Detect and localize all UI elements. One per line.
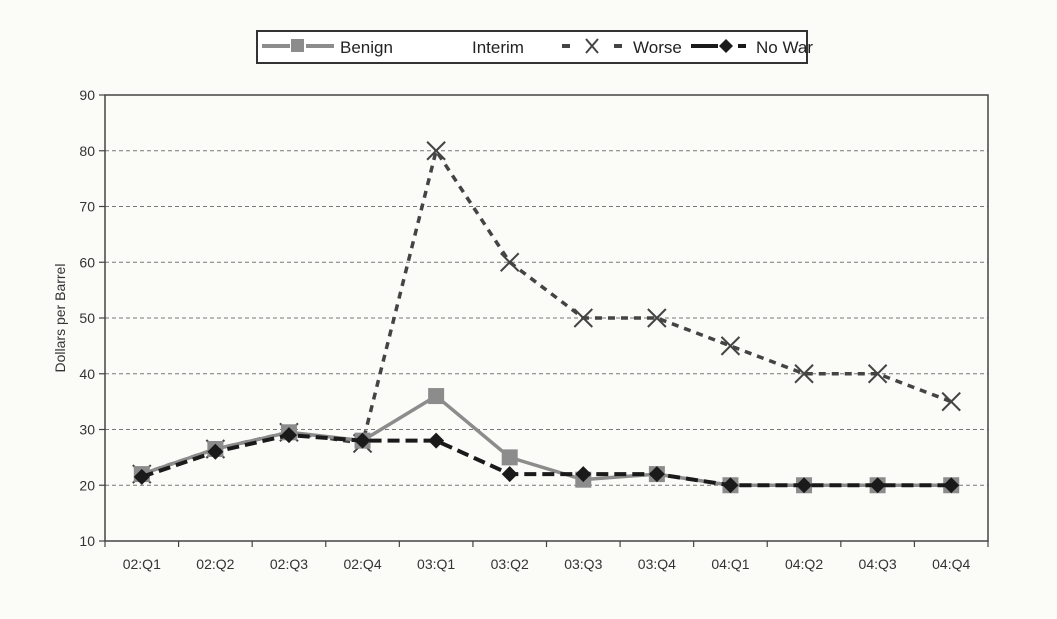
legend-label-interim: Interim <box>472 38 524 57</box>
data-point-no-war <box>648 466 665 483</box>
x-tick-label: 02:Q4 <box>343 556 381 572</box>
data-point-no-war <box>869 477 886 494</box>
gridlines <box>105 150 988 486</box>
series-line-no-war <box>141 433 952 488</box>
series-line-worse <box>141 149 952 476</box>
data-point-worse <box>573 308 593 328</box>
data-point-worse <box>941 391 961 412</box>
x-tick-label: 04:Q2 <box>785 556 823 572</box>
x-tick-label: 02:Q2 <box>196 556 234 572</box>
data-point-no-war <box>796 477 813 494</box>
y-axis: 10 20 30 40 50 60 70 80 90 <box>79 87 105 549</box>
y-tick-label: 70 <box>79 199 95 215</box>
y-tick-label: 50 <box>79 310 95 326</box>
data-point-no-war <box>280 427 297 444</box>
y-axis-title: Dollars per Barrel <box>52 264 68 373</box>
legend-label-no-war: No War <box>756 38 813 57</box>
y-tick-label: 60 <box>79 254 95 270</box>
x-tick-label: 03:Q1 <box>417 556 455 572</box>
y-tick-label: 90 <box>79 87 95 103</box>
data-point-no-war <box>354 432 371 449</box>
data-point-no-war <box>133 468 150 485</box>
x-axis: 02:Q1 02:Q2 02:Q3 02:Q4 03:Q1 03:Q2 03:Q3 03:Q4… <box>104 541 989 572</box>
data-point-no-war <box>428 432 445 449</box>
x-tick-label: 03:Q2 <box>491 556 529 572</box>
data-point-no-war <box>943 477 960 494</box>
data-point-worse <box>647 308 667 328</box>
x-tick-label: 02:Q3 <box>270 556 308 572</box>
x-tick-label: 04:Q1 <box>711 556 749 572</box>
data-point-no-war <box>722 477 739 494</box>
data-point-benign <box>501 449 518 466</box>
data-point-worse <box>794 364 814 384</box>
legend-swatch-no-war <box>691 39 746 53</box>
legend-label-worse: Worse <box>633 38 682 57</box>
data-point-worse <box>426 141 446 161</box>
legend-swatch-benign <box>262 39 334 52</box>
legend: Benign Interim Worse No War <box>256 30 813 64</box>
y-tick-label: 10 <box>79 533 95 549</box>
y-tick-label: 20 <box>79 477 95 493</box>
data-point-benign <box>428 388 445 405</box>
legend-label-benign: Benign <box>340 38 393 57</box>
data-point-no-war <box>575 466 592 483</box>
x-tick-label: 03:Q4 <box>638 556 676 572</box>
legend-swatch-worse <box>562 38 622 54</box>
x-tick-label: 02:Q1 <box>123 556 161 572</box>
x-tick-label: 04:Q3 <box>859 556 897 572</box>
series <box>132 141 961 494</box>
data-point-worse <box>867 364 888 384</box>
data-point-worse <box>500 252 520 272</box>
x-tick-label: 03:Q3 <box>564 556 602 572</box>
y-tick-label: 30 <box>79 422 95 438</box>
x-tick-label: 04:Q4 <box>932 556 970 572</box>
y-tick-label: 40 <box>79 366 95 382</box>
data-point-worse <box>720 336 741 356</box>
data-point-no-war <box>207 443 224 460</box>
data-point-no-war <box>501 466 518 483</box>
y-tick-label: 80 <box>79 143 95 159</box>
